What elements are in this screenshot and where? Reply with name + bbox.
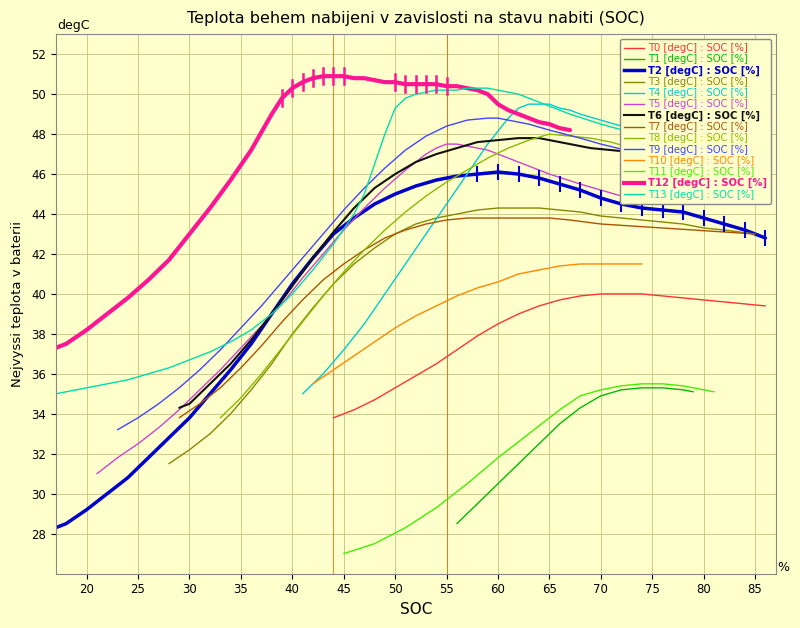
X-axis label: SOC: SOC <box>399 602 432 617</box>
Legend: T0 [degC] : SOC [%], T1 [degC] : SOC [%], T2 [degC] : SOC [%], T3 [degC] : SOC [: T0 [degC] : SOC [%], T1 [degC] : SOC [%]… <box>620 39 770 203</box>
Y-axis label: Nejvyssi teplota v baterii: Nejvyssi teplota v baterii <box>11 221 24 387</box>
Text: %: % <box>777 561 789 573</box>
Text: degC: degC <box>58 18 90 31</box>
Title: Teplota behem nabijeni v zavislosti na stavu nabiti (SOC): Teplota behem nabijeni v zavislosti na s… <box>186 11 645 26</box>
